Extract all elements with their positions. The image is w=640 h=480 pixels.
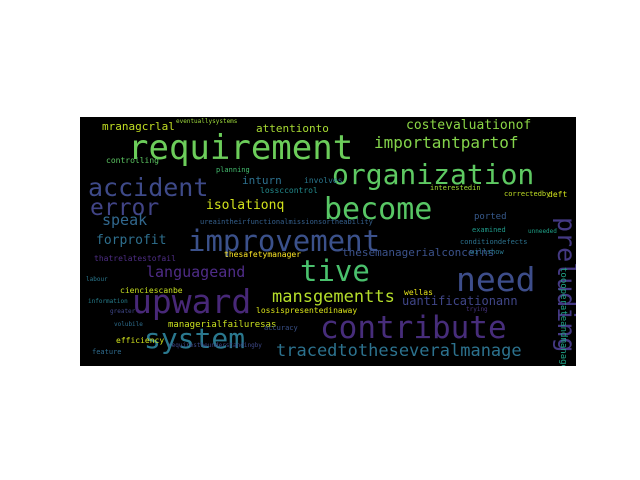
cloud-word: tracedtotheseveralmanage [276, 341, 522, 361]
cloud-word: requirement [128, 128, 354, 168]
cloud-word: involves [304, 176, 343, 185]
cloud-word: feature [92, 348, 122, 356]
cloud-word: accuracy [264, 324, 298, 332]
cloud-word: languageand [146, 263, 246, 281]
cloud-word: information [88, 298, 128, 305]
cloud-word: inturn [242, 174, 282, 187]
cloud-word: thesemanagerialconcerns [342, 246, 495, 259]
cloud-word: eventuallysystems [176, 118, 238, 125]
cloud-word: mranagcrlal [102, 120, 175, 133]
cloud-word: conditiondefects [460, 238, 528, 246]
cloud-word: importantpartof [374, 133, 519, 152]
cloud-word: error [90, 195, 160, 221]
cloud-word: tive [300, 254, 370, 288]
cloud-word: ureaintheirfunctionalmissionsortheabilit… [200, 218, 373, 226]
cloud-word: wellas [404, 288, 433, 297]
cloud-word: willshow [470, 248, 504, 256]
cloud-word: cienciescanbe [120, 286, 183, 295]
cloud-word: managerialfailuresas [168, 320, 277, 330]
cloud-word: mansgementts [272, 287, 395, 307]
cloud-word: organization [332, 158, 535, 191]
cloud-word: planning [216, 166, 250, 174]
cloud-word: forprofit [96, 233, 167, 248]
cloud-word: need [456, 260, 536, 299]
cloud-word: volubile [114, 321, 143, 328]
cloud-word: greater [110, 308, 136, 315]
cloud-word: thatrelatestofail [94, 254, 176, 263]
cloud-word: isolationq [206, 198, 285, 213]
cloud-word: contribute [320, 310, 507, 346]
cloud-word: speak [102, 211, 148, 229]
cloud-word: thesafetymanager [224, 250, 302, 259]
cloud-word: labour [86, 276, 108, 283]
cloud-word: interestedin [430, 184, 481, 192]
cloud-word: toooperateandmanage [558, 267, 568, 366]
cloud-word: upward [132, 282, 252, 321]
cloud-word: examined [472, 226, 506, 234]
cloud-word: uantificationann [402, 294, 518, 308]
cloud-word: become [324, 192, 433, 227]
cloud-word: controlling [106, 156, 159, 165]
cloud-word: lossccontrol [260, 186, 318, 195]
word-cloud: requirement improvement organization become… [80, 117, 576, 366]
cloud-word: deft [548, 190, 568, 199]
cloud-word: requirestheunderstandingby [168, 342, 262, 349]
cloud-word: efficiency [116, 336, 165, 345]
cloud-word: attentionto [256, 122, 329, 135]
cloud-word: improvement [188, 224, 381, 258]
cloud-word: lossispresentedinaway [256, 306, 358, 315]
cloud-word: costevaluationof [406, 118, 532, 133]
cloud-word: accident [88, 173, 209, 202]
cloud-word: trying [466, 306, 488, 313]
cloud-word: correctedby [504, 190, 551, 198]
cloud-word: unneeded [528, 228, 557, 235]
cloud-word: system [144, 322, 246, 355]
cloud-word: ported [474, 212, 507, 222]
